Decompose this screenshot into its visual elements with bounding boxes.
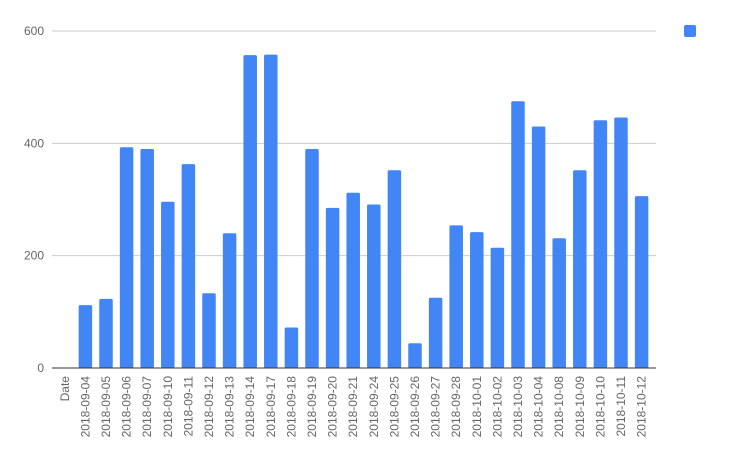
bars [78, 54, 649, 369]
x-axis: Date 2018-09-04 2018-09-05 2018-09-06 2018-0… [58, 376, 649, 438]
x-tick-label: 2018-09-25 [387, 376, 401, 438]
x-tick-label: 2018-09-26 [408, 376, 422, 438]
bar-2018-09-13 [222, 233, 237, 368]
y-tick-label: 400 [24, 136, 44, 150]
x-tick-label: 2018-09-13 [223, 376, 237, 438]
bar-2018-09-21 [346, 192, 360, 368]
x-tick-label: 2018-09-07 [140, 376, 154, 438]
x-tick-label: 2018-09-04 [78, 376, 92, 438]
x-tick-label: 2018-09-28 [449, 376, 463, 438]
y-axis: 0 200 400 600 [24, 24, 44, 375]
x-tick-label: 2018-09-27 [429, 376, 443, 438]
legend-swatch [684, 25, 696, 37]
bar-2018-09-12 [202, 293, 216, 368]
bar-2018-10-09 [573, 170, 587, 368]
x-tick-label: 2018-09-05 [99, 376, 113, 438]
bar-2018-10-02 [490, 247, 505, 368]
bar-2018-09-06 [119, 147, 134, 368]
x-tick-label: 2018-09-11 [181, 376, 195, 437]
x-tick-label: 2018-10-09 [573, 376, 587, 438]
x-tick-label: 2018-09-06 [120, 376, 134, 438]
x-tick-label: 2018-09-20 [326, 376, 340, 438]
bar-2018-09-19 [305, 148, 319, 368]
x-tick-label: 2018-10-02 [490, 376, 504, 438]
x-tick-label: 2018-10-01 [470, 376, 484, 438]
bar-2018-09-18 [284, 327, 299, 368]
x-tick-label: 2018-09-10 [161, 376, 175, 438]
bar-2018-09-04 [78, 305, 93, 368]
bar-2018-09-27 [428, 297, 443, 368]
bar-2018-09-25 [387, 170, 402, 368]
x-tick-label: 2018-10-12 [635, 376, 649, 438]
bar-2018-09-17 [264, 54, 278, 369]
y-tick-label: 0 [37, 361, 44, 375]
x-tick-label: 2018-09-21 [346, 376, 360, 438]
bar-2018-10-08 [552, 238, 566, 368]
bar-2018-10-12 [634, 196, 649, 368]
bar-2018-10-03 [511, 101, 525, 368]
x-tick-label: 2018-09-24 [367, 376, 381, 438]
x-tick-label: 2018-09-12 [202, 376, 216, 438]
bar-2018-10-11 [614, 117, 628, 368]
x-tick-label: 2018-10-11 [614, 376, 628, 437]
bar-2018-10-10 [593, 120, 608, 369]
bar-2018-09-26 [408, 343, 422, 368]
bar-2018-09-28 [449, 225, 463, 368]
y-tick-label: 200 [24, 249, 44, 263]
y-tick-label: 600 [24, 24, 44, 38]
x-tick-label: 2018-10-10 [593, 376, 607, 438]
bar-2018-10-04 [531, 126, 546, 368]
x-tick-label: 2018-10-03 [511, 376, 525, 438]
x-tick-label: 2018-09-19 [305, 376, 319, 438]
bar-2018-09-14 [243, 55, 257, 368]
bar-2018-09-11 [181, 164, 196, 368]
bar-2018-10-01 [470, 232, 484, 368]
x-tick-label: 2018-09-14 [243, 376, 257, 438]
x-tick-label: 2018-09-17 [264, 376, 278, 438]
bar-2018-09-05 [99, 298, 113, 368]
x-tick-label: Date [58, 376, 72, 402]
bar-2018-09-20 [325, 207, 340, 368]
x-tick-label: 2018-10-08 [552, 376, 566, 438]
bar-2018-09-10 [161, 201, 175, 368]
bar-2018-09-07 [140, 148, 154, 368]
x-tick-label: 2018-10-04 [532, 376, 546, 438]
x-tick-label: 2018-09-18 [284, 376, 298, 438]
bar-2018-09-24 [367, 204, 381, 368]
